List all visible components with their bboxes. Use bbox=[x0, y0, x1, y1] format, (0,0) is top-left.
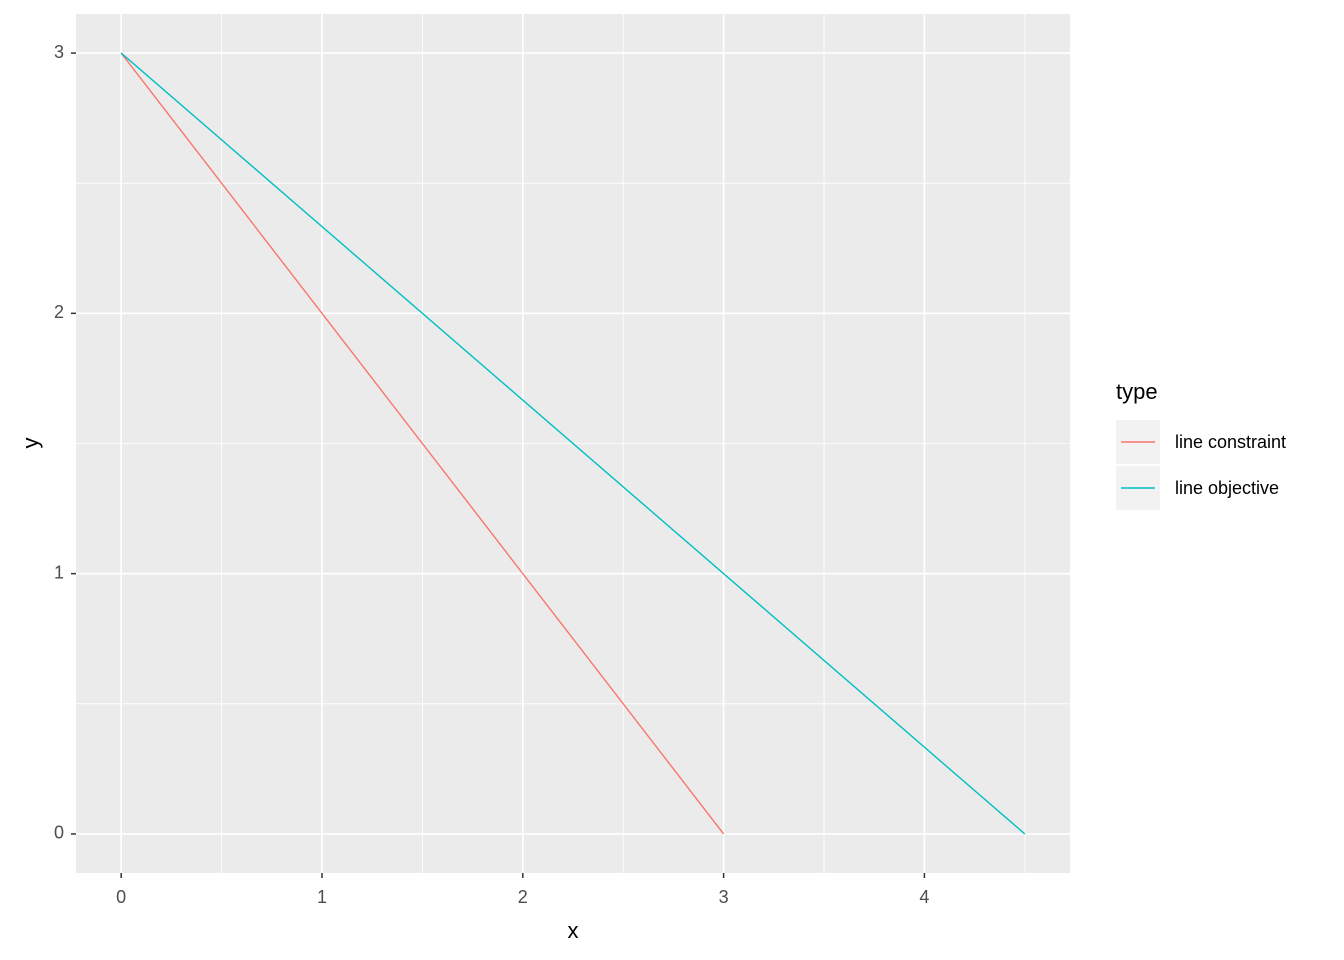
x-tick-label: 1 bbox=[317, 887, 327, 907]
y-tick-label: 0 bbox=[54, 823, 64, 843]
series-line bbox=[120, 52, 1026, 835]
series-line bbox=[120, 52, 725, 835]
x-tick-label: 2 bbox=[518, 887, 528, 907]
legend-label: line constraint bbox=[1175, 432, 1286, 452]
legend-title: type bbox=[1116, 379, 1158, 404]
legend-label: line objective bbox=[1175, 478, 1279, 498]
x-tick-label: 0 bbox=[116, 887, 126, 907]
x-tick-label: 4 bbox=[919, 887, 929, 907]
y-tick-label: 2 bbox=[54, 302, 64, 322]
x-tick-label: 3 bbox=[719, 887, 729, 907]
y-tick-label: 1 bbox=[54, 562, 64, 582]
y-axis-title: y bbox=[18, 438, 43, 449]
y-tick-label: 3 bbox=[54, 42, 64, 62]
x-axis-title: x bbox=[568, 918, 579, 943]
